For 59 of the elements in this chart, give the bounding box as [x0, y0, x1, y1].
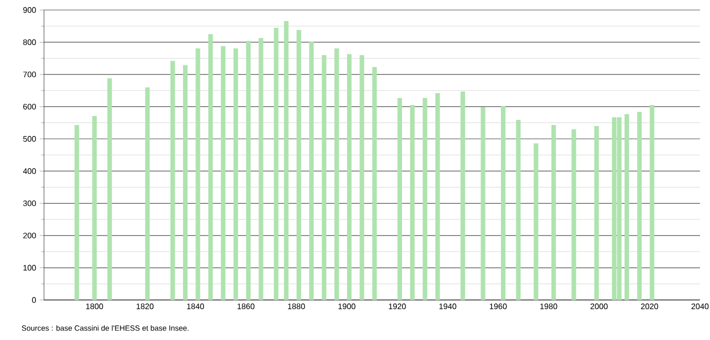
y-tick-label: 100	[23, 264, 36, 271]
bar	[410, 105, 415, 300]
bar	[422, 98, 428, 300]
bar	[274, 28, 278, 300]
bar	[296, 30, 302, 300]
bar	[372, 67, 377, 300]
y-tick-label: 700	[23, 72, 36, 78]
y-tick-label: 300	[23, 200, 36, 206]
y-tick-label: 900	[23, 7, 36, 13]
bar	[480, 107, 486, 300]
bar	[258, 38, 264, 300]
bar	[572, 129, 576, 300]
x-tick-label: 1880	[288, 304, 305, 310]
bar	[334, 48, 339, 300]
bar	[309, 42, 314, 300]
y-tick-label: 600	[23, 104, 36, 110]
x-tick-label: 1860	[238, 304, 254, 310]
bar	[347, 54, 352, 300]
bar	[246, 40, 251, 300]
bar	[92, 116, 97, 300]
x-tick-label: 1820	[136, 304, 154, 310]
bar	[594, 126, 599, 300]
x-tick-label: 2040	[692, 304, 709, 310]
y-tick-label: 400	[23, 168, 36, 174]
bar	[233, 48, 238, 300]
bar	[637, 112, 642, 300]
bar	[196, 48, 200, 300]
x-tick-label: 1800	[86, 304, 104, 310]
bar	[624, 114, 630, 300]
x-tick-label: 2000	[590, 304, 608, 310]
bar	[397, 98, 402, 300]
bar	[516, 120, 521, 300]
x-tick-label: 1920	[388, 304, 406, 310]
bar	[322, 55, 326, 300]
bar	[650, 105, 654, 300]
bar	[360, 55, 364, 300]
y-tick-label: 800	[23, 39, 36, 46]
y-tick-label: 500	[23, 136, 36, 142]
bar	[500, 106, 506, 300]
bar	[170, 60, 175, 300]
x-tick-label: 2020	[641, 304, 658, 310]
bar	[208, 34, 213, 300]
bar	[551, 125, 556, 300]
x-tick-label: 1980	[540, 304, 558, 310]
bar	[145, 87, 150, 300]
bar	[107, 78, 112, 300]
x-tick-label: 1960	[490, 304, 507, 310]
bar	[183, 65, 188, 300]
bar	[74, 125, 80, 300]
y-tick-label: 200	[23, 232, 36, 238]
x-tick-label: 1900	[338, 304, 356, 310]
x-tick-label: 1840	[187, 304, 204, 310]
x-tick-label: 1940	[439, 304, 456, 310]
bar	[435, 93, 440, 300]
y-tick-label: 0	[32, 297, 36, 303]
bar	[460, 92, 466, 300]
bar	[284, 20, 288, 300]
bar	[220, 46, 226, 300]
bar	[534, 143, 538, 300]
